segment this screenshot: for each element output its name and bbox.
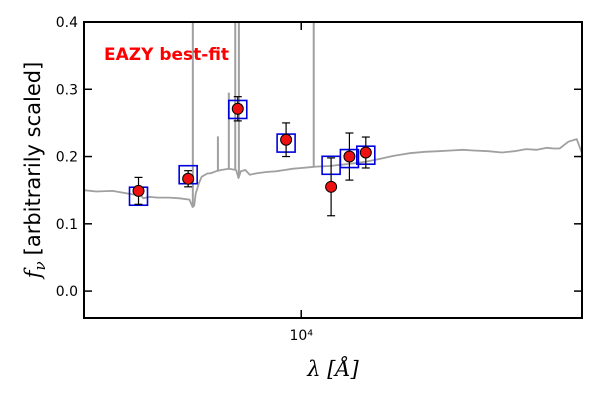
observed-photometry-layer xyxy=(132,102,372,197)
x-axis-label: λ [Å] xyxy=(306,356,359,381)
observed-photometry-point xyxy=(343,150,356,163)
template-spectrum-line xyxy=(84,138,582,208)
observed-photometry-point xyxy=(182,172,195,185)
y-tick-label: 0.3 xyxy=(56,82,78,98)
axis-ticks: 0.0 0.1 0.2 0.3 0.4 10⁴ xyxy=(56,15,582,344)
plot-frame xyxy=(83,21,583,319)
plot-area xyxy=(84,22,582,217)
y-tick-label: 0.2 xyxy=(56,150,78,166)
y-axis-label: fν [arbitrarily scaled] xyxy=(21,62,49,281)
y-axis-label-symbol: f xyxy=(21,267,45,280)
y-tick-label: 0.1 xyxy=(56,217,78,233)
y-axis-label-subscript: ν xyxy=(31,261,49,270)
observed-photometry-point xyxy=(359,146,372,159)
chart-annotation: EAZY best-fit xyxy=(104,45,229,65)
y-tick-label: 0.0 xyxy=(56,284,78,300)
observed-photometry-point xyxy=(325,180,338,193)
observed-photometry-point xyxy=(231,102,244,115)
observed-photometry-point xyxy=(280,133,293,146)
observed-photometry-point xyxy=(132,184,145,197)
x-tick-label: 10⁴ xyxy=(290,328,314,344)
model-photometry-layer xyxy=(128,99,376,207)
y-axis-label-text: [arbitrarily scaled] xyxy=(21,62,45,256)
y-tick-label: 0.4 xyxy=(56,15,78,31)
